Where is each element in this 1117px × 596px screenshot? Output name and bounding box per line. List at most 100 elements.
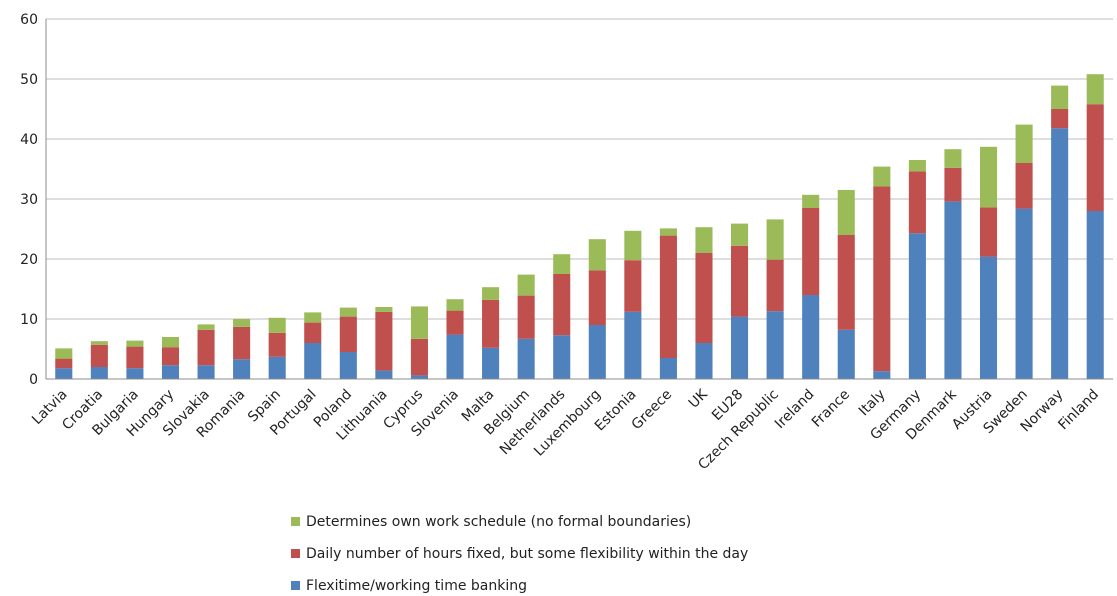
bar-segment-2: [197, 329, 215, 366]
legend-swatch: [291, 549, 300, 558]
bar-segment-1: [695, 343, 713, 379]
bar-segment-3: [944, 149, 962, 168]
bar-segment-3: [1051, 85, 1069, 109]
bar-segment-3: [1015, 124, 1033, 163]
bar-segment-2: [233, 326, 251, 360]
bar-segment-1: [837, 329, 855, 379]
bar-segment-2: [837, 235, 855, 330]
legend-item: Daily number of hours fixed, but some fl…: [291, 546, 748, 562]
bar-segment-3: [233, 319, 251, 327]
y-tick-label: 10: [20, 312, 38, 328]
bar-segment-3: [553, 254, 571, 274]
bar-segment-2: [446, 310, 464, 335]
bar-segment-2: [979, 207, 998, 257]
bar-segment-2: [339, 316, 357, 352]
bar-segment-2: [90, 344, 108, 367]
bar-segment-2: [268, 332, 286, 357]
bar-segment-3: [624, 230, 642, 261]
legend-swatch: [291, 581, 300, 590]
bar-segment-2: [802, 208, 820, 295]
bar-segment-2: [304, 322, 322, 343]
bar-segment-2: [126, 346, 144, 369]
bar-segment-3: [837, 190, 855, 235]
bar-segment-1: [588, 325, 606, 379]
bar-segment-1: [553, 335, 571, 379]
bar-segment-3: [731, 223, 749, 246]
bar-segment-1: [944, 201, 962, 379]
x-tick-label: France: [809, 387, 853, 431]
x-tick-label: Finland: [1055, 387, 1102, 434]
x-tick-label: UK: [686, 386, 712, 412]
bar-segment-1: [126, 368, 144, 379]
bar-segment-3: [446, 299, 464, 311]
bar-segment-1: [161, 365, 180, 379]
bar-segment-2: [375, 311, 393, 371]
legend-label: Determines own work schedule (no formal …: [306, 514, 691, 530]
bar-segment-3: [375, 307, 393, 312]
bar-segment-1: [410, 375, 428, 379]
bar-segment-3: [339, 307, 357, 317]
bar-segment-1: [55, 368, 73, 379]
bar-segment-1: [1086, 211, 1104, 379]
bar-segment-2: [161, 347, 180, 366]
bar-segment-3: [197, 324, 215, 330]
bar-segment-2: [410, 338, 428, 376]
bar-segment-2: [55, 358, 73, 369]
bar-segment-2: [553, 274, 571, 336]
y-tick-label: 20: [20, 252, 38, 268]
legend-item: Flexitime/working time banking: [291, 578, 527, 594]
y-tick-label: 60: [20, 12, 38, 28]
bar-segment-1: [979, 256, 998, 379]
bar-segment-3: [979, 146, 998, 208]
bar-segment-2: [482, 299, 500, 348]
legend-label: Daily number of hours fixed, but some fl…: [306, 546, 748, 562]
bar-segment-3: [659, 228, 677, 236]
bar-segment-1: [446, 334, 464, 379]
bars: [55, 74, 1104, 379]
bar-segment-1: [1015, 208, 1033, 379]
bar-segment-2: [873, 186, 891, 372]
bar-segment-1: [233, 359, 251, 379]
bar-segment-3: [90, 341, 108, 345]
gridlines: [46, 18, 1113, 320]
bar-segment-1: [1051, 128, 1069, 379]
bar-segment-3: [482, 287, 500, 300]
bar-segment-1: [482, 347, 500, 379]
bar-segment-2: [908, 171, 926, 234]
bar-segment-3: [908, 160, 926, 172]
bar-segment-3: [517, 274, 535, 296]
bar-segment-1: [624, 311, 642, 379]
bar-segment-1: [197, 365, 215, 379]
bar-segment-2: [624, 260, 642, 312]
x-axis: LatviaCroatiaBulgariaHungarySlovakiaRoma…: [29, 378, 1113, 473]
bar-segment-1: [375, 370, 393, 379]
y-tick-label: 30: [20, 192, 38, 208]
bar-segment-3: [161, 337, 180, 348]
bar-segment-3: [873, 166, 891, 187]
bar-segment-1: [731, 316, 749, 379]
bar-segment-2: [1051, 109, 1069, 129]
bar-segment-3: [410, 306, 428, 339]
bar-segment-2: [517, 295, 535, 339]
bar-segment-2: [944, 167, 962, 202]
bar-segment-1: [268, 356, 286, 379]
bar-segment-3: [55, 348, 73, 359]
bar-segment-2: [695, 253, 713, 343]
bar-segment-3: [304, 312, 322, 323]
bar-segment-3: [126, 340, 144, 347]
bar-segment-2: [766, 259, 784, 312]
legend-swatch: [291, 517, 300, 526]
legend: Determines own work schedule (no formal …: [291, 514, 748, 594]
x-tick-label: Ireland: [772, 387, 818, 433]
bar-segment-3: [695, 227, 713, 253]
bar-segment-2: [588, 270, 606, 325]
bar-segment-2: [659, 235, 677, 358]
bar-segment-1: [802, 295, 820, 379]
bar-segment-2: [1086, 104, 1104, 211]
y-tick-label: 0: [29, 372, 38, 388]
bar-segment-1: [908, 233, 926, 379]
x-tick-label: Greece: [629, 387, 676, 434]
bar-segment-1: [517, 338, 535, 379]
bar-segment-1: [873, 371, 891, 379]
